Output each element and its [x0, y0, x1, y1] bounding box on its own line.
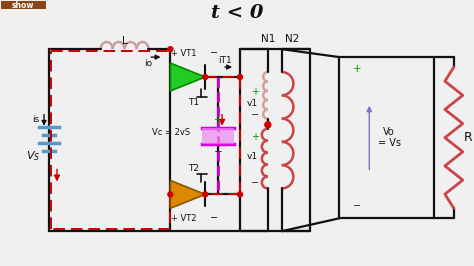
Circle shape — [168, 192, 173, 197]
Text: show: show — [12, 1, 34, 10]
Text: t < 0: t < 0 — [211, 4, 263, 22]
Text: Vc = 2vS: Vc = 2vS — [152, 128, 190, 137]
Text: +: + — [251, 87, 259, 97]
Text: N2: N2 — [284, 34, 299, 44]
Circle shape — [237, 192, 243, 197]
Text: −: − — [251, 178, 259, 188]
Text: −: − — [214, 147, 222, 157]
Text: v1: v1 — [246, 152, 257, 161]
Text: +: + — [251, 132, 259, 142]
Text: + VT1: + VT1 — [171, 49, 196, 58]
Text: −: − — [251, 110, 259, 120]
Polygon shape — [170, 180, 205, 208]
Text: N1: N1 — [261, 34, 275, 44]
Text: +: + — [353, 64, 362, 74]
Text: +: + — [214, 115, 222, 125]
Text: T1: T1 — [188, 98, 199, 107]
Circle shape — [203, 192, 208, 197]
Text: −: − — [353, 201, 361, 211]
Text: T2: T2 — [188, 164, 199, 173]
Text: iT1: iT1 — [218, 56, 232, 65]
Bar — [202, 128, 234, 144]
Text: Vo
= Vs: Vo = Vs — [378, 127, 401, 148]
Text: L: L — [122, 36, 128, 46]
Text: −: − — [210, 213, 218, 223]
Circle shape — [237, 74, 243, 80]
Text: v1: v1 — [246, 99, 257, 108]
Polygon shape — [170, 63, 205, 91]
Text: is: is — [32, 115, 40, 124]
Text: −: − — [210, 48, 218, 58]
Text: io: io — [145, 59, 153, 68]
Circle shape — [265, 122, 271, 128]
Text: $V_S$: $V_S$ — [26, 150, 40, 164]
Text: R: R — [464, 131, 472, 144]
Text: + VT2: + VT2 — [171, 214, 196, 223]
Circle shape — [168, 47, 173, 52]
Bar — [1, 1, 46, 9]
Circle shape — [203, 74, 208, 80]
